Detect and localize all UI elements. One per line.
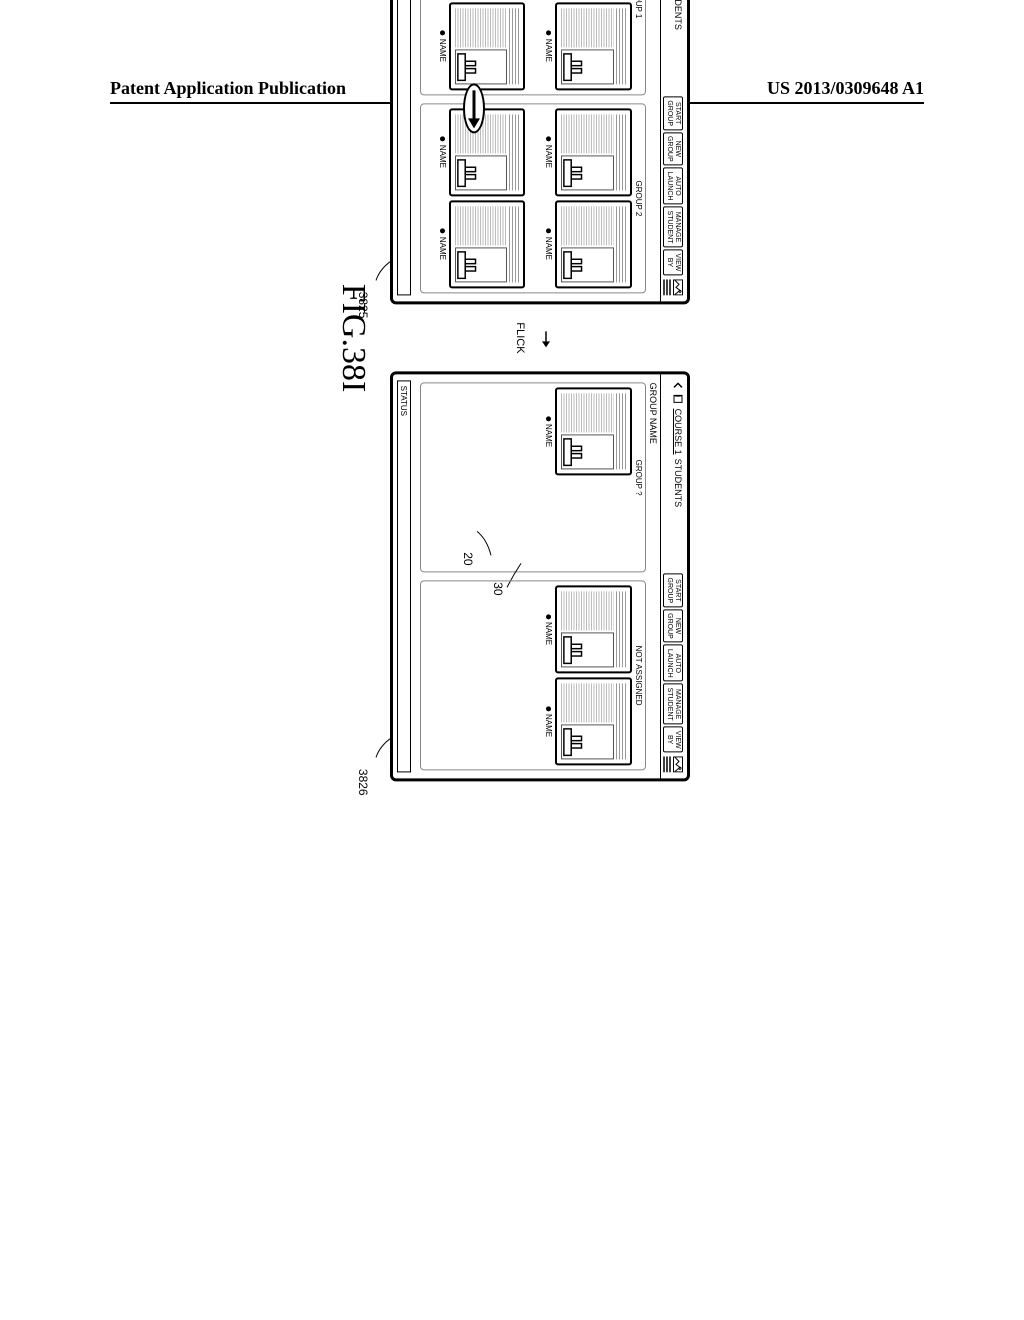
breadcrumb: COURSE 1 STUDENTS bbox=[673, 0, 683, 30]
card-name-label: NAME bbox=[544, 622, 553, 645]
card-name-label: NAME bbox=[544, 424, 553, 447]
auto-launch-button[interactable]: AUTO LAUNCH bbox=[663, 645, 683, 682]
breadcrumb: COURSE 1 STUDENTS bbox=[673, 381, 683, 508]
new-group-button[interactable]: NEW GROUP bbox=[663, 132, 683, 166]
figure-wrap: COURSE 1 STUDENTS START GROUP NEW GROUP … bbox=[334, 0, 690, 782]
flick-label: FLICK bbox=[514, 322, 526, 353]
panel-a: COURSE 1 STUDENTS START GROUP NEW GROUP … bbox=[390, 0, 690, 304]
new-group-button[interactable]: NEW GROUP bbox=[663, 609, 683, 643]
student-card[interactable]: NAME bbox=[423, 200, 526, 288]
photo-icon[interactable] bbox=[673, 279, 683, 295]
crumb-course[interactable]: COURSE 1 bbox=[673, 409, 683, 455]
photo-icon[interactable] bbox=[673, 757, 683, 773]
subheader: GROUP NAME bbox=[648, 0, 660, 301]
not-assigned-col: NOT ASSIGNED NAME NAME bbox=[420, 581, 646, 771]
group-q-cards: NAME bbox=[423, 388, 632, 568]
student-card[interactable]: NAME bbox=[530, 200, 633, 288]
panel-b-topbar: COURSE 1 STUDENTS START GROUP NEW GROUP … bbox=[660, 375, 687, 779]
group-1-cards: NAME NAME NAME NAME bbox=[423, 0, 632, 90]
not-assigned-label: NOT ASSIGNED bbox=[634, 586, 643, 766]
tool-icons bbox=[663, 279, 683, 295]
group-q-label: GROUP ? bbox=[634, 388, 643, 568]
panel-a-outer: COURSE 1 STUDENTS START GROUP NEW GROUP … bbox=[390, 0, 690, 304]
card-name-label: NAME bbox=[438, 145, 447, 168]
groups-row-a: GROUP 1 NAME NAME NAME NAME GROUP 2 bbox=[416, 0, 648, 301]
student-card[interactable]: NAME bbox=[530, 388, 633, 476]
manage-student-button[interactable]: MANAGE STUDENT bbox=[663, 684, 683, 725]
list-icon[interactable] bbox=[663, 757, 671, 773]
tool-icons bbox=[663, 757, 683, 773]
header-right: US 2013/0309648 A1 bbox=[767, 78, 924, 99]
ref-20-leader bbox=[473, 530, 493, 560]
back-chevron-icon[interactable] bbox=[673, 381, 683, 391]
group-2-label: GROUP 2 bbox=[634, 108, 643, 288]
patent-page: Patent Application Publication Nov. 21, … bbox=[0, 0, 1024, 1320]
status-label: STATUS bbox=[400, 386, 409, 416]
statusbar: STATUS bbox=[397, 0, 411, 295]
statusbar: STATUS bbox=[397, 381, 411, 773]
view-by-button[interactable]: VIEW BY bbox=[663, 250, 683, 276]
student-card[interactable]: NAME bbox=[530, 108, 633, 196]
card-name-label: NAME bbox=[544, 39, 553, 62]
panel-b: COURSE 1 STUDENTS START GROUP NEW GROUP … bbox=[390, 372, 690, 782]
student-card[interactable]: NAME bbox=[530, 678, 633, 766]
start-group-button[interactable]: START GROUP bbox=[663, 96, 683, 130]
panel-b-outer: COURSE 1 STUDENTS START GROUP NEW GROUP … bbox=[390, 372, 690, 782]
ref-3825: 3825 bbox=[356, 292, 370, 319]
group-1-col: GROUP 1 NAME NAME NAME NAME bbox=[420, 0, 646, 95]
ref-3826: 3826 bbox=[356, 769, 370, 796]
card-name-label: NAME bbox=[438, 39, 447, 62]
card-name-label: NAME bbox=[438, 237, 447, 260]
card-name-label: NAME bbox=[544, 237, 553, 260]
not-assigned-cards: NAME NAME bbox=[423, 586, 632, 766]
list-icon[interactable] bbox=[663, 279, 671, 295]
group-2-cards: NAME NAME NAME NAME bbox=[423, 108, 632, 288]
crumb-students: STUDENTS bbox=[673, 459, 683, 508]
subheader: GROUP NAME bbox=[648, 375, 660, 779]
student-card[interactable]: NAME bbox=[530, 586, 633, 674]
toolbar: START GROUP NEW GROUP AUTO LAUNCH MANAGE… bbox=[663, 574, 683, 773]
figure-caption: FIG.38I bbox=[334, 0, 372, 782]
card-name-label: NAME bbox=[544, 714, 553, 737]
student-card[interactable]: NAME bbox=[530, 2, 633, 90]
two-panels: COURSE 1 STUDENTS START GROUP NEW GROUP … bbox=[390, 0, 690, 782]
book-icon bbox=[673, 395, 683, 405]
flick-arrow: FLICK bbox=[514, 322, 566, 353]
student-card[interactable]: NAME bbox=[423, 2, 526, 90]
panel-a-topbar: COURSE 1 STUDENTS START GROUP NEW GROUP … bbox=[660, 0, 687, 301]
group-q-col: GROUP ? NAME 20 30 bbox=[420, 383, 646, 573]
auto-launch-button[interactable]: AUTO LAUNCH bbox=[663, 168, 683, 205]
groups-row-b: GROUP ? NAME 20 30 bbox=[416, 375, 648, 779]
start-group-button[interactable]: START GROUP bbox=[663, 574, 683, 608]
card-name-label: NAME bbox=[544, 145, 553, 168]
manage-student-button[interactable]: MANAGE STUDENT bbox=[663, 206, 683, 247]
toolbar: START GROUP NEW GROUP AUTO LAUNCH MANAGE… bbox=[663, 96, 683, 295]
crumb-students: STUDENTS bbox=[673, 0, 683, 30]
group-1-label: GROUP 1 bbox=[634, 0, 643, 90]
header-left: Patent Application Publication bbox=[110, 78, 346, 99]
group-2-col: GROUP 2 NAME NAME NAME NAME bbox=[420, 103, 646, 293]
view-by-button[interactable]: VIEW BY bbox=[663, 727, 683, 753]
drag-arrow bbox=[463, 83, 485, 133]
